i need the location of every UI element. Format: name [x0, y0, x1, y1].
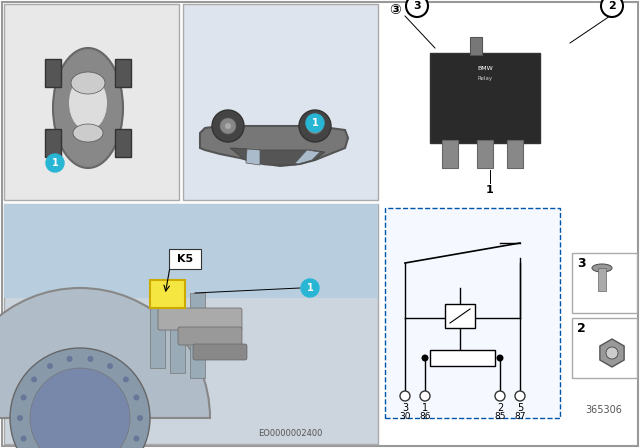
Bar	[385, 208, 560, 418]
Bar	[445, 304, 475, 328]
Text: 3: 3	[413, 1, 421, 11]
Bar	[170, 283, 185, 373]
Text: 85: 85	[494, 412, 506, 421]
Circle shape	[46, 154, 64, 172]
Circle shape	[312, 123, 318, 129]
Text: 1: 1	[307, 283, 314, 293]
Circle shape	[212, 110, 244, 142]
Circle shape	[67, 356, 72, 362]
Text: 3: 3	[577, 257, 586, 270]
Circle shape	[400, 391, 410, 401]
FancyBboxPatch shape	[158, 308, 242, 330]
Polygon shape	[600, 339, 624, 367]
FancyBboxPatch shape	[193, 344, 247, 360]
Ellipse shape	[53, 48, 123, 168]
Circle shape	[301, 279, 319, 297]
Bar	[470, 37, 482, 55]
Circle shape	[133, 395, 140, 401]
Circle shape	[495, 391, 505, 401]
Circle shape	[47, 363, 53, 369]
Text: 86: 86	[419, 412, 431, 421]
Text: 3: 3	[402, 403, 408, 413]
Text: 1: 1	[312, 118, 318, 128]
Bar	[115, 129, 131, 157]
Text: 365306: 365306	[586, 405, 623, 415]
Ellipse shape	[592, 264, 612, 272]
Circle shape	[307, 118, 323, 134]
Wedge shape	[0, 288, 210, 418]
Bar	[150, 280, 185, 308]
Circle shape	[30, 368, 130, 448]
Text: 5: 5	[517, 403, 523, 413]
Text: 30: 30	[399, 412, 411, 421]
Text: 1: 1	[52, 158, 58, 168]
Bar	[385, 4, 637, 200]
Circle shape	[601, 0, 623, 17]
Circle shape	[420, 391, 430, 401]
Circle shape	[422, 354, 429, 362]
Polygon shape	[230, 148, 325, 165]
Text: 1: 1	[422, 403, 428, 413]
Bar	[4, 204, 378, 444]
Bar	[430, 350, 495, 366]
Bar	[150, 288, 165, 368]
Circle shape	[17, 415, 23, 421]
Bar	[190, 293, 205, 378]
Polygon shape	[200, 126, 348, 166]
Circle shape	[20, 435, 27, 442]
Text: 2: 2	[608, 1, 616, 11]
Bar	[572, 253, 637, 313]
Ellipse shape	[73, 124, 103, 142]
Bar	[477, 140, 493, 168]
Bar	[572, 318, 637, 378]
Text: Relay: Relay	[477, 76, 493, 81]
Bar	[598, 268, 606, 291]
FancyBboxPatch shape	[169, 249, 201, 269]
Circle shape	[107, 363, 113, 369]
Ellipse shape	[71, 72, 105, 94]
Text: K5: K5	[177, 254, 193, 264]
Text: EO0000002400: EO0000002400	[258, 429, 322, 438]
Bar	[45, 129, 61, 157]
Circle shape	[137, 415, 143, 421]
Text: BMW: BMW	[477, 65, 493, 70]
Circle shape	[133, 435, 140, 442]
Bar	[430, 53, 540, 143]
Circle shape	[299, 110, 331, 142]
Bar	[442, 140, 458, 168]
Bar	[507, 140, 523, 168]
Circle shape	[123, 376, 129, 383]
Text: 1: 1	[486, 185, 494, 195]
Circle shape	[406, 0, 428, 17]
Bar	[4, 204, 378, 298]
Bar	[45, 59, 61, 87]
Circle shape	[220, 118, 236, 134]
Circle shape	[10, 348, 150, 448]
Text: 87: 87	[515, 412, 525, 421]
Circle shape	[31, 376, 37, 383]
Text: 2: 2	[577, 322, 586, 335]
Circle shape	[20, 395, 27, 401]
Text: ③: ③	[389, 3, 401, 17]
Circle shape	[497, 354, 504, 362]
Circle shape	[306, 114, 324, 132]
Bar	[183, 4, 378, 200]
Polygon shape	[295, 150, 320, 164]
Circle shape	[606, 347, 618, 359]
FancyBboxPatch shape	[178, 327, 242, 345]
Circle shape	[88, 356, 93, 362]
Ellipse shape	[69, 76, 107, 130]
Bar	[115, 59, 131, 87]
Text: 2: 2	[497, 403, 503, 413]
Circle shape	[515, 391, 525, 401]
Circle shape	[225, 123, 231, 129]
Bar	[4, 4, 179, 200]
Text: ②: ②	[609, 3, 621, 17]
Polygon shape	[246, 149, 260, 165]
